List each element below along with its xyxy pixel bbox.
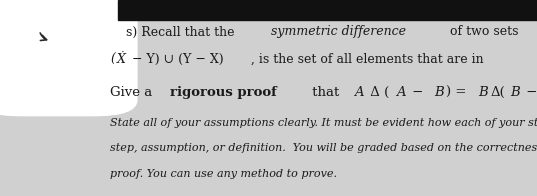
Text: B: B — [434, 86, 444, 99]
Text: (: ( — [110, 53, 115, 66]
Text: A: A — [354, 86, 363, 99]
FancyBboxPatch shape — [0, 0, 137, 116]
Text: , is the set of all elements that are in: , is the set of all elements that are in — [251, 53, 488, 66]
Text: −: − — [523, 86, 537, 99]
Text: rigorous proof: rigorous proof — [170, 86, 277, 99]
Text: B: B — [478, 86, 488, 99]
Text: Δ(: Δ( — [491, 86, 505, 99]
Text: of two sets: of two sets — [446, 25, 522, 38]
Bar — [118, 0, 537, 20]
Text: proof. You can use any method to prove.: proof. You can use any method to prove. — [110, 169, 337, 179]
Text: − Y) ∪ (Y − X): − Y) ∪ (Y − X) — [128, 53, 223, 66]
Text: State all of your assumptions clearly. It must be evident how each of your steps: State all of your assumptions clearly. I… — [110, 118, 537, 128]
Text: Δ (: Δ ( — [366, 86, 389, 99]
Text: symmetric difference: symmetric difference — [271, 25, 407, 38]
Text: s) Recall that the: s) Recall that the — [126, 25, 238, 38]
Text: B: B — [510, 86, 519, 99]
Text: that: that — [308, 86, 343, 99]
Text: A: A — [396, 86, 405, 99]
Text: Ẋ: Ẋ — [117, 53, 125, 66]
Text: ) =: ) = — [446, 86, 471, 99]
Text: Give a: Give a — [110, 86, 157, 99]
Text: −: − — [409, 86, 428, 99]
Text: step, assumption, or definition.  You will be graded based on the correctness an: step, assumption, or definition. You wil… — [110, 143, 537, 153]
